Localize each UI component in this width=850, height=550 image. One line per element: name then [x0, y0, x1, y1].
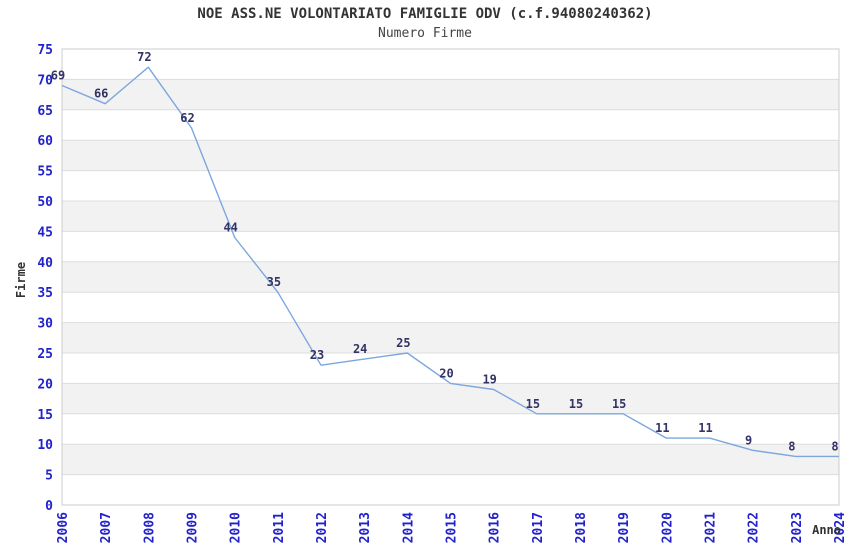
x-tick-label: 2009 — [186, 512, 201, 543]
x-tick-label: 2020 — [660, 512, 675, 543]
x-tick-label: 2015 — [445, 512, 460, 543]
y-tick-label: 70 — [37, 73, 53, 88]
x-tick-label: 2017 — [531, 512, 546, 543]
y-tick-label: 15 — [37, 408, 53, 423]
data-point-label: 44 — [223, 220, 237, 234]
x-tick-label: 2012 — [315, 512, 330, 543]
data-line — [61, 66, 839, 458]
x-tick-label: 2006 — [56, 512, 71, 543]
data-point-label: 24 — [353, 342, 367, 356]
grid-band — [62, 383, 839, 414]
x-tick-label: 2011 — [272, 512, 287, 543]
data-point-label: 23 — [310, 348, 324, 362]
data-point-label: 8 — [831, 439, 838, 453]
x-tick-label: 2019 — [617, 512, 632, 543]
y-tick-label: 35 — [37, 286, 53, 301]
x-axis-title: Anno — [812, 523, 841, 537]
x-tick-label: 2022 — [747, 512, 762, 543]
data-point-label: 15 — [569, 397, 583, 411]
data-point-label: 9 — [745, 433, 752, 447]
grid-band — [62, 140, 839, 171]
y-tick-label: 50 — [37, 195, 53, 210]
data-point-label: 35 — [267, 275, 281, 289]
x-tick-label: 2008 — [142, 512, 157, 543]
data-point-label: 72 — [137, 50, 151, 64]
data-point-label: 11 — [655, 421, 669, 435]
y-tick-label: 10 — [37, 438, 53, 453]
y-tick-label: 45 — [37, 225, 53, 240]
data-point-label: 62 — [180, 111, 194, 125]
x-tick-label: 2010 — [229, 512, 244, 543]
data-point-label: 8 — [788, 439, 795, 453]
data-point-label: 66 — [94, 87, 108, 101]
y-tick-label: 30 — [37, 317, 53, 332]
x-tick-label: 2023 — [790, 512, 805, 543]
y-tick-label: 60 — [37, 134, 53, 149]
chart-subtitle: Numero Firme — [378, 26, 472, 41]
y-tick-label: 20 — [37, 377, 53, 392]
x-tick-label: 2018 — [574, 512, 589, 543]
data-point-label: 25 — [396, 336, 410, 350]
data-point-label: 15 — [612, 397, 626, 411]
data-point-label: 19 — [482, 372, 496, 386]
y-tick-label: 65 — [37, 104, 53, 119]
x-tick-label: 2013 — [358, 512, 373, 543]
grid-band — [62, 322, 839, 353]
y-tick-label: 75 — [37, 43, 53, 58]
data-point-label: 11 — [698, 421, 712, 435]
y-axis-title: Firme — [14, 262, 28, 298]
data-point-label: 20 — [439, 366, 453, 380]
data-point-label: 15 — [526, 397, 540, 411]
y-tick-label: 0 — [45, 499, 53, 514]
grid-band — [62, 444, 839, 475]
x-tick-label: 2016 — [488, 512, 503, 543]
x-tick-label: 2014 — [401, 512, 416, 543]
x-tick-label: 2007 — [99, 512, 114, 543]
grid-band — [62, 261, 839, 293]
data-point-label: 69 — [51, 68, 65, 82]
grid-band — [62, 79, 839, 110]
plot-border — [61, 48, 840, 506]
y-tick-label: 25 — [37, 347, 53, 362]
y-tick-label: 55 — [37, 165, 53, 180]
y-tick-label: 40 — [37, 256, 53, 271]
y-tick-label: 5 — [45, 469, 53, 484]
grid-band — [62, 201, 839, 232]
x-tick-label: 2024 — [833, 512, 848, 543]
chart-title: NOE ASS.NE VOLONTARIATO FAMIGLIE ODV (c.… — [197, 6, 653, 22]
x-tick-label: 2021 — [704, 512, 719, 543]
